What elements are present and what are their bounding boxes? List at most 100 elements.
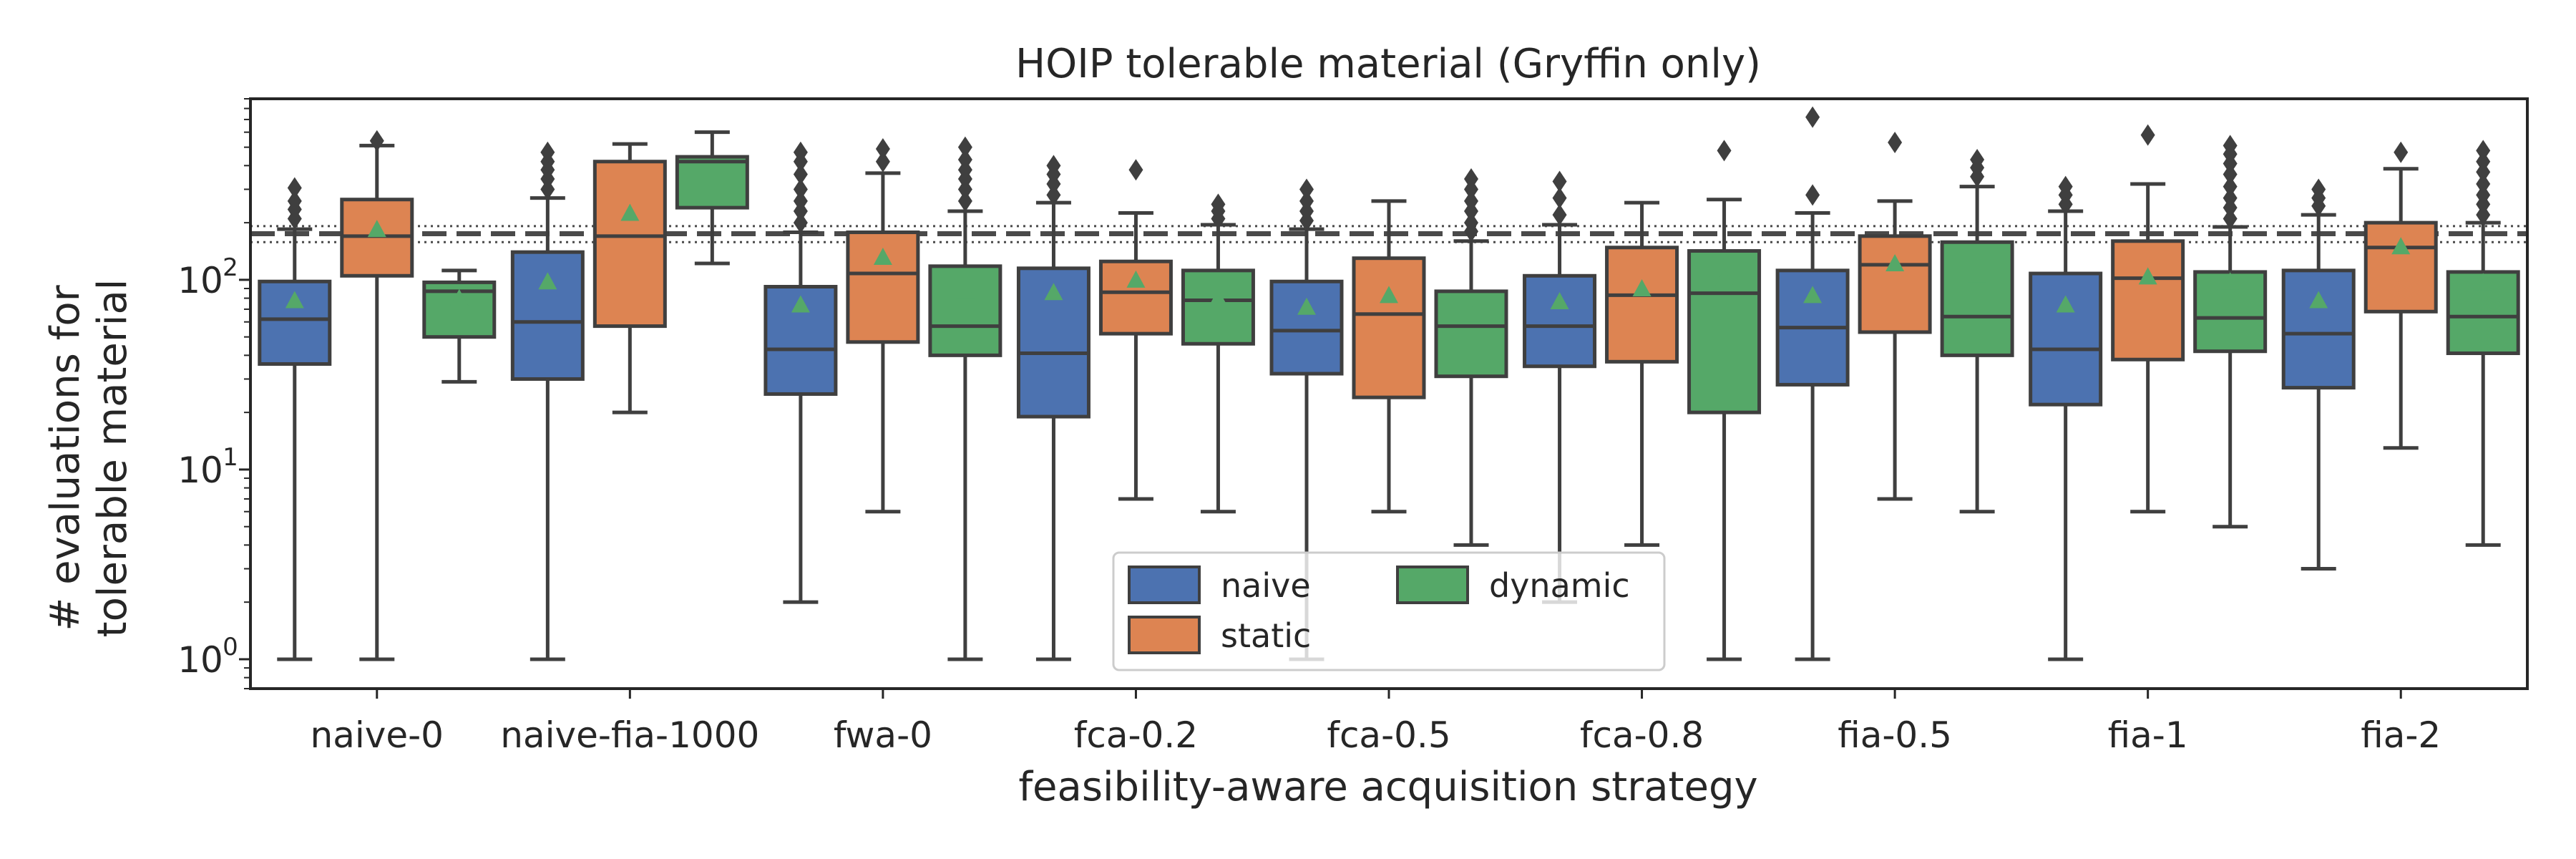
box-fia-0.5-dynamic-rect [1940,240,2014,357]
legend-swatch-static [1128,616,1201,654]
y-tick-base: 10 [177,450,223,491]
box-fwa-0-naive-outlier-0 [793,212,808,234]
box-fia-0.5-static-rect [1858,234,1932,334]
box-fca-0.8-static-mean-marker [1632,279,1652,297]
x-tick-label-fca-0.8: fca-0.8 [1580,714,1704,756]
y-tick-label-2: 10 2 [177,253,238,301]
box-fia-1-dynamic-outlier-2 [2223,187,2238,209]
box-fca-0.8-dynamic-outlier-0 [1717,140,1732,162]
box-fia-2-dynamic-outlier-2 [2476,184,2491,206]
box-fca-0.2-naive-outlier-3 [1046,155,1061,177]
box-fwa-0-static-outlier-0 [875,150,890,173]
legend-label-dynamic: dynamic [1489,566,1630,605]
box-naive-0-static-mean-marker [367,220,386,238]
box-fca-0.8-dynamic-rect [1687,249,1762,414]
box-fia-2-dynamic-outlier-3 [2476,173,2491,195]
box-naive-fia-1000-static-mean-marker [620,203,640,221]
box-fia-1-dynamic-mean-marker [2220,272,2240,290]
box-fia-2-naive-rect [2281,268,2356,390]
box-fca-0.5-dynamic-rect [1434,289,1508,379]
box-fia-2-dynamic-outlier-6 [2476,140,2491,162]
plot-area: naive-0 naive-fia-1000 fwa-0 fca-0.2 fca-0.5… [177,97,2529,756]
box-naive-fia-1000-naive-mean-marker [538,272,557,290]
box-naive-0-static-outlier-0 [369,130,384,152]
box-fca-0.5-naive-outlier-3 [1299,178,1314,200]
y-tick-label-1: 10 1 [177,443,238,491]
box-fca-0.5-dynamic-outlier-3 [1464,190,1478,212]
box-fia-0.5-naive-mean-marker [1803,286,1823,304]
box-naive-fia-1000-static-rect [592,160,667,329]
box-fwa-0-naive-rect [763,284,838,396]
box-fwa-0-naive-outlier-3 [793,178,808,200]
box-fca-0.2-dynamic-mean-marker [1209,288,1228,306]
box-fia-2-static-mean-marker [2391,237,2411,255]
box-naive-0-naive-outlier-2 [287,190,302,212]
box-fca-0.8-static-rect [1605,246,1679,364]
y-axis-label-line-1: # evaluations for [42,284,89,631]
box-fia-2-dynamic-outlier-5 [2476,150,2491,173]
y-tick-exponent: 2 [223,253,238,282]
legend-label-static: static [1221,616,1311,655]
box-fwa-0-dynamic-outlier-4 [957,149,972,171]
box-fca-0.8-naive-outlier-0 [1552,204,1567,226]
box-fia-2-naive-outlier-2 [2311,178,2326,200]
box-fwa-0-dynamic-outlier-0 [957,190,972,212]
x-tick-label-fia-1: fia-1 [2108,714,2188,756]
box-fca-0.2-static-mean-marker [1126,270,1146,288]
box-fia-0.5-naive-outlier-1 [1805,106,1820,128]
chart-title: HOIP tolerable material (Gryffin only) [1015,41,1761,87]
box-fca-0.5-naive-mean-marker [1297,297,1316,315]
box-fca-0.5-naive-outlier-2 [1299,190,1314,212]
box-fwa-0-static-outlier-1 [875,137,890,160]
box-fca-0.2-static-outlier-0 [1128,159,1143,181]
box-fia-0.5-static-outlier-0 [1888,131,1903,153]
box-fia-0.5-naive-outlier-0 [1805,184,1820,206]
box-fwa-0-naive-outlier-4 [793,163,808,185]
box-fia-2-static-outlier-0 [2394,141,2409,163]
box-fca-0.5-static-mean-marker [1380,286,1398,304]
box-naive-fia-1000-naive-rect [510,250,585,381]
box-naive-0-naive-outlier-3 [287,177,302,199]
y-axis-label-line-2: tolerable material [89,279,136,638]
box-fia-0.5-dynamic-outlier-2 [1970,149,1985,171]
box-fca-0.8-naive-rect [1523,273,1597,369]
box-fca-0.8-dynamic-mean-marker [1714,268,1734,286]
x-tick-label-fca-0.2: fca-0.2 [1074,714,1198,756]
legend-swatch-dynamic [1396,566,1469,604]
legend-box [1112,551,1666,671]
box-fia-1-naive-rect [2029,271,2103,407]
box-fia-1-dynamic-outlier-3 [2223,175,2238,198]
box-fca-0.5-dynamic-mean-marker [1462,304,1480,322]
box-fwa-0-naive-outlier-2 [793,190,808,212]
box-fca-0.2-naive-mean-marker [1044,283,1063,301]
box-naive-0-dynamic-mean-marker [449,288,469,306]
box-fwa-0-naive-outlier-6 [793,141,808,163]
box-fwa-0-dynamic-rect [928,264,1002,357]
box-fca-0.5-dynamic-outlier-5 [1464,168,1478,190]
box-fia-2-naive-mean-marker [2309,291,2328,309]
box-fia-2-static-rect [2363,220,2438,314]
x-tick-label-fwa-0: fwa-0 [834,714,932,756]
box-fwa-0-dynamic-outlier-5 [957,136,972,158]
box-fia-2-dynamic-rect [2446,270,2520,356]
x-tick-label-fca-0.5: fca-0.5 [1327,714,1450,756]
x-tick-label-naive-fia-1000: naive-fia-1000 [500,714,759,756]
box-fca-0.5-static-rect [1352,256,1426,399]
y-tick-base: 10 [177,639,223,681]
box-fia-1-naive-mean-marker [2056,295,2075,313]
x-tick-label-fia-0.5: fia-0.5 [1838,714,1952,756]
box-fia-0.5-dynamic-mean-marker [1968,265,1987,283]
y-tick-exponent: 0 [223,633,238,661]
box-naive-fia-1000-naive-outlier-4 [540,141,555,163]
box-fia-1-dynamic-outlier-0 [2223,208,2238,230]
x-tick-label-naive-0: naive-0 [311,714,444,756]
x-axis-label: feasibility-aware acquisition strategy [1018,764,1757,810]
box-fwa-0-naive-mean-marker [791,295,810,313]
box-fia-1-static-mean-marker [2138,267,2157,285]
box-fca-0.2-naive-outlier-0 [1046,184,1061,206]
box-fwa-0-dynamic-mean-marker [955,281,975,299]
legend: naive static dynamic [1112,551,1666,671]
box-fca-0.8-naive-mean-marker [1550,291,1569,309]
y-tick-label-0: 10 0 [177,633,238,681]
